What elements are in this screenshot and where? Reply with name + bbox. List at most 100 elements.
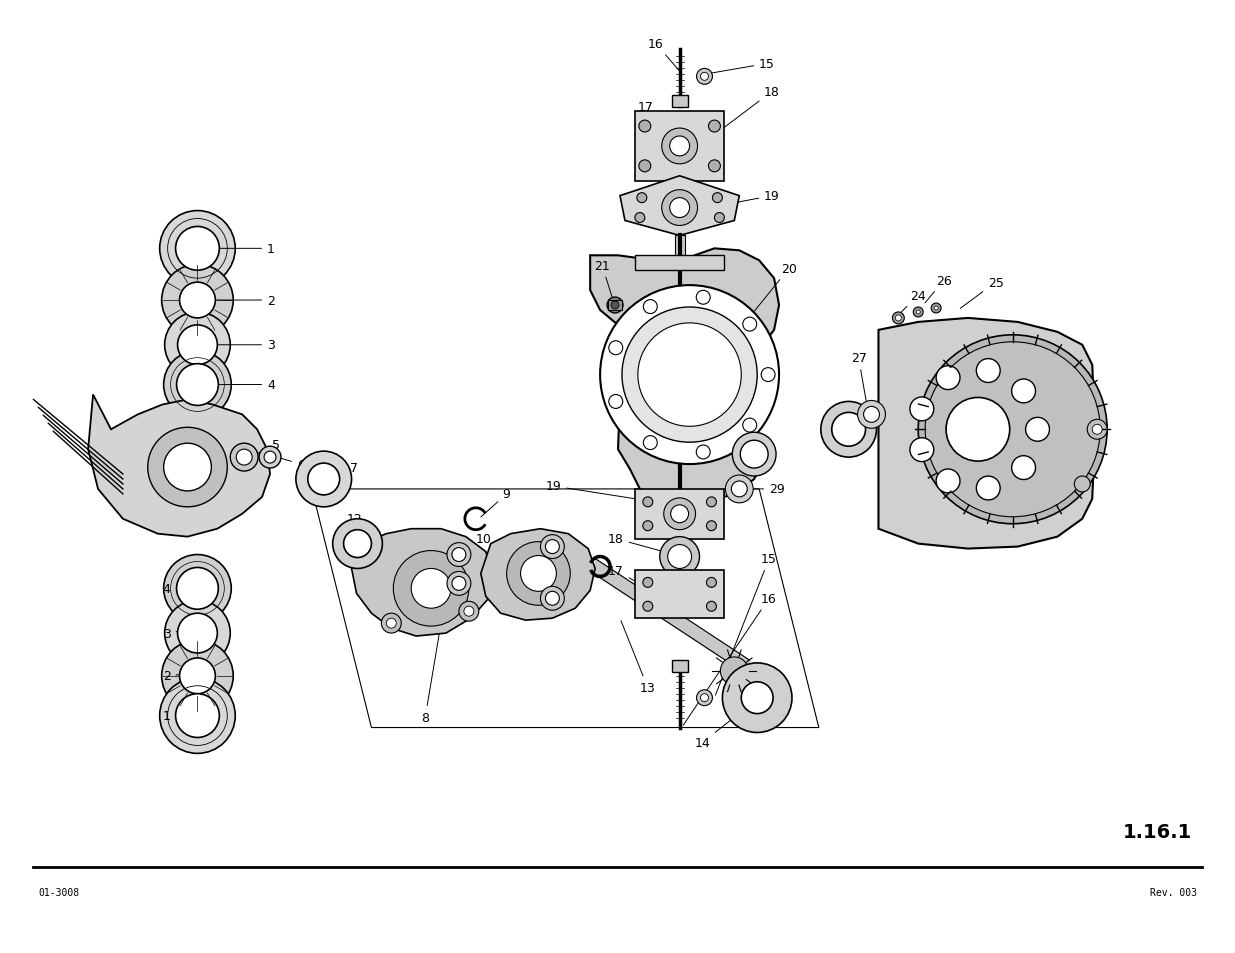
Circle shape [821, 402, 877, 457]
Text: 7: 7 [343, 461, 358, 477]
Circle shape [662, 129, 698, 165]
Text: 26: 26 [925, 274, 952, 304]
Circle shape [761, 368, 776, 382]
Circle shape [893, 313, 904, 325]
Circle shape [722, 663, 792, 733]
Circle shape [977, 476, 1000, 500]
Text: 01-3008: 01-3008 [38, 886, 79, 897]
Circle shape [725, 476, 753, 503]
Circle shape [720, 658, 748, 685]
Text: 9: 9 [480, 488, 510, 517]
Circle shape [936, 470, 960, 494]
Circle shape [946, 398, 1010, 461]
Circle shape [663, 498, 695, 530]
Circle shape [706, 497, 716, 507]
Text: 25: 25 [961, 276, 1004, 309]
Text: 4: 4 [207, 378, 275, 392]
Circle shape [706, 578, 716, 588]
Text: 11: 11 [463, 553, 492, 577]
Text: 17: 17 [608, 564, 652, 591]
Circle shape [162, 640, 233, 712]
Text: 3: 3 [163, 627, 185, 639]
Text: 16: 16 [683, 592, 777, 725]
Circle shape [831, 413, 866, 447]
Text: 12: 12 [347, 513, 362, 539]
Circle shape [164, 444, 211, 492]
Circle shape [936, 366, 960, 390]
Circle shape [863, 407, 879, 423]
Circle shape [931, 304, 941, 314]
Circle shape [910, 397, 934, 421]
Circle shape [600, 286, 779, 464]
Circle shape [662, 191, 698, 226]
Text: 14: 14 [694, 700, 757, 749]
Circle shape [742, 317, 757, 332]
Circle shape [393, 551, 469, 626]
Text: 19: 19 [722, 190, 779, 206]
Bar [608, 301, 622, 311]
Circle shape [264, 452, 275, 463]
Circle shape [697, 70, 713, 85]
Circle shape [697, 690, 713, 706]
Circle shape [162, 265, 233, 336]
Circle shape [706, 521, 716, 531]
Circle shape [608, 297, 622, 314]
Circle shape [919, 335, 1107, 524]
Circle shape [913, 308, 924, 317]
Circle shape [934, 307, 939, 311]
Circle shape [343, 530, 372, 558]
Circle shape [1087, 420, 1107, 439]
Polygon shape [88, 395, 270, 537]
Circle shape [230, 444, 258, 472]
Circle shape [179, 283, 215, 318]
Circle shape [742, 418, 757, 433]
Bar [635, 112, 725, 181]
Circle shape [179, 659, 215, 694]
Polygon shape [480, 529, 595, 620]
Text: 4: 4 [163, 582, 185, 596]
Text: 21: 21 [594, 259, 614, 301]
Circle shape [452, 548, 466, 562]
Circle shape [1092, 425, 1102, 435]
Text: 15: 15 [715, 553, 777, 696]
Circle shape [521, 556, 556, 592]
Circle shape [308, 463, 340, 496]
Text: 2: 2 [207, 294, 275, 307]
Circle shape [643, 436, 657, 450]
Circle shape [1011, 456, 1035, 480]
Text: 2: 2 [163, 670, 185, 682]
Circle shape [731, 481, 747, 497]
Circle shape [669, 198, 689, 218]
Circle shape [236, 450, 252, 466]
Circle shape [910, 438, 934, 462]
Circle shape [714, 213, 725, 223]
Circle shape [175, 227, 220, 271]
Circle shape [622, 308, 757, 443]
Bar [635, 571, 725, 618]
Text: 3: 3 [207, 339, 275, 352]
Circle shape [977, 359, 1000, 383]
Text: 1.16.1: 1.16.1 [1123, 822, 1192, 841]
Circle shape [857, 401, 885, 429]
Text: Rev. 003: Rev. 003 [1150, 886, 1197, 897]
Bar [635, 490, 725, 539]
Circle shape [925, 342, 1100, 517]
Circle shape [713, 193, 722, 203]
Circle shape [175, 694, 220, 738]
Circle shape [697, 445, 710, 459]
Circle shape [387, 618, 396, 628]
Circle shape [1025, 418, 1050, 442]
Text: 24: 24 [900, 290, 926, 314]
Circle shape [706, 601, 716, 612]
Circle shape [541, 535, 564, 558]
Polygon shape [352, 529, 493, 637]
Circle shape [732, 433, 776, 476]
Circle shape [332, 519, 383, 569]
Polygon shape [590, 249, 779, 504]
Circle shape [609, 395, 622, 409]
Circle shape [669, 137, 689, 156]
Circle shape [643, 300, 657, 314]
Circle shape [159, 679, 235, 754]
Text: 28: 28 [848, 433, 864, 455]
Circle shape [609, 341, 622, 355]
